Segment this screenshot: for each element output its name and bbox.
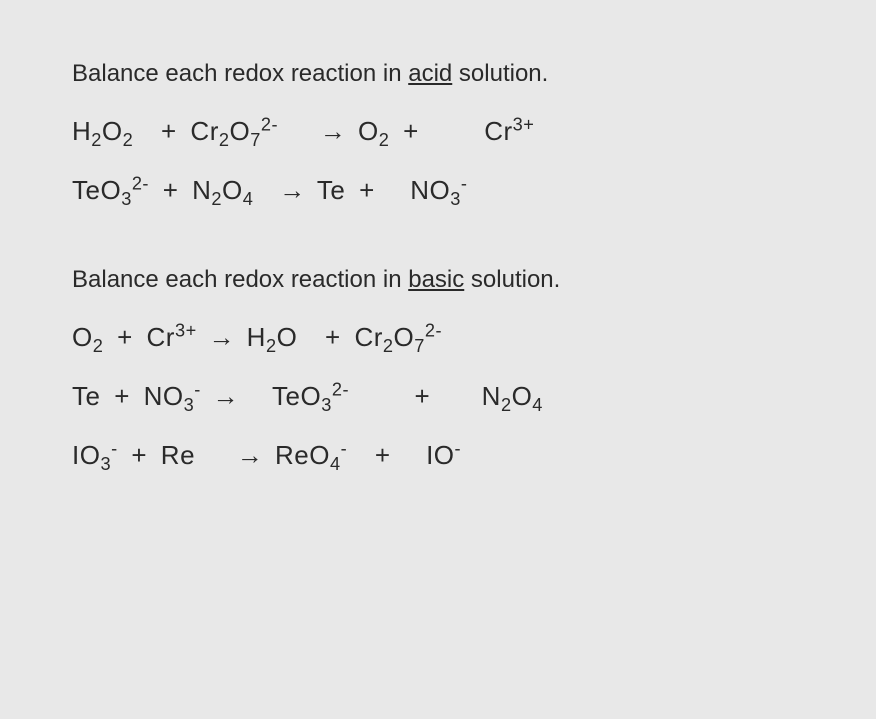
species: Te (317, 175, 345, 205)
species: Re (161, 440, 195, 470)
plus-sign: + (161, 116, 177, 147)
plus-sign: + (325, 322, 341, 353)
species: NO3- (144, 381, 201, 411)
species: TeO32- (72, 175, 149, 205)
species: IO- (426, 440, 461, 470)
basic-equation-3: IO3- + Re → ReO4- + IO- (72, 440, 804, 471)
species: H2O (247, 322, 298, 352)
prompt-text-before: Balance each redox reaction in (72, 60, 408, 87)
species: O2 (72, 322, 103, 352)
species: Cr2O72- (190, 116, 278, 146)
species: ReO4- (275, 440, 347, 470)
acid-prompt: Balance each redox reaction in acid solu… (72, 60, 804, 88)
plus-sign: + (114, 381, 130, 412)
species: O2 (358, 116, 389, 146)
species: H2O2 (72, 116, 133, 146)
basic-equation-2: Te + NO3- → TeO32- + N2O4 (72, 381, 804, 412)
plus-sign: + (117, 322, 133, 353)
acid-section: Balance each redox reaction in acid solu… (72, 60, 804, 206)
species: TeO32- (272, 381, 349, 411)
plus-sign: + (415, 381, 431, 412)
arrow-icon: → (237, 440, 264, 471)
prompt-text-underlined: basic (408, 266, 464, 293)
arrow-icon: → (320, 116, 347, 147)
arrow-icon: → (213, 381, 240, 412)
prompt-text-after: solution. (464, 266, 560, 293)
species: Cr3+ (484, 116, 534, 146)
species: IO3- (72, 440, 118, 470)
basic-equation-1: O2 + Cr3+ → H2O + Cr2O72- (72, 322, 804, 353)
plus-sign: + (403, 116, 419, 147)
species: NO3- (410, 175, 467, 205)
species: Cr3+ (147, 322, 197, 352)
species: Te (72, 381, 100, 411)
prompt-text-after: solution. (452, 60, 548, 87)
prompt-text-underlined: acid (408, 60, 452, 87)
basic-section: Balance each redox reaction in basic sol… (72, 266, 804, 471)
acid-equation-2: TeO32- + N2O4 → Te + NO3- (72, 175, 804, 206)
basic-prompt: Balance each redox reaction in basic sol… (72, 266, 804, 294)
species: N2O4 (482, 381, 543, 411)
acid-equation-1: H2O2 + Cr2O72- → O2 + Cr3+ (72, 116, 804, 147)
species: N2O4 (192, 175, 253, 205)
plus-sign: + (163, 175, 179, 206)
plus-sign: + (359, 175, 375, 206)
plus-sign: + (131, 440, 147, 471)
arrow-icon: → (208, 322, 235, 353)
arrow-icon: → (279, 175, 306, 206)
prompt-text-before: Balance each redox reaction in (72, 266, 408, 293)
plus-sign: + (375, 440, 391, 471)
species: Cr2O72- (354, 322, 442, 352)
